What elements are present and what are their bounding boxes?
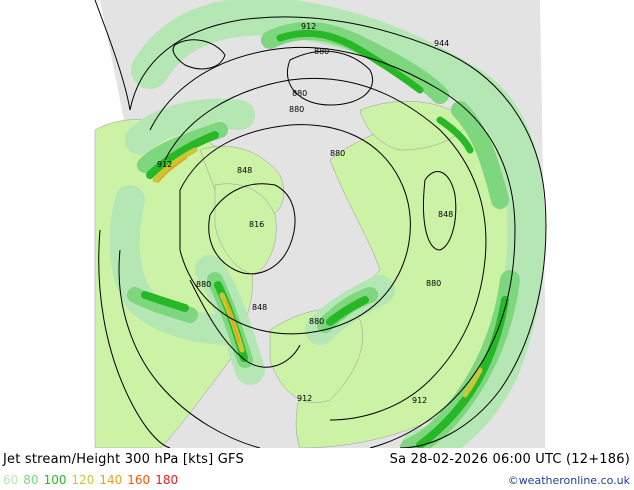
contour-line — [118, 249, 261, 448]
contour-line — [286, 50, 373, 106]
contour-layer — [94, 0, 547, 448]
legend-item: 80 — [23, 473, 39, 487]
contour-line — [172, 39, 226, 70]
contour-line — [189, 279, 301, 368]
jet-band-100 — [276, 29, 474, 154]
contour-line — [149, 46, 516, 448]
legend-item: 60 — [3, 473, 19, 487]
contour-line — [98, 229, 171, 448]
contour-label: 880 — [289, 105, 304, 114]
contour-label: 880 — [314, 47, 329, 56]
contour-label: 912 — [301, 22, 316, 31]
contour-label: 912 — [297, 394, 312, 403]
land-greenland — [214, 183, 277, 276]
legend-item: 140 — [99, 473, 123, 487]
contour-label: 816 — [249, 220, 264, 229]
contour-label: 880 — [292, 89, 307, 98]
outer-area-right — [540, 0, 634, 448]
contour-label: 848 — [252, 303, 267, 312]
contour-label: 880 — [426, 279, 441, 288]
footer-bar — [0, 448, 634, 490]
legend-item: 100 — [43, 473, 67, 487]
contour-label: 944 — [434, 39, 449, 48]
map-canvas: 912 944 880 880 880 880 912 848 848 816 … — [0, 0, 634, 448]
legend-item: 120 — [71, 473, 95, 487]
valid-datetime: Sa 28-02-2026 06:00 UTC (12+186) — [389, 452, 630, 467]
contour-label: 848 — [438, 210, 453, 219]
contour-label: 880 — [330, 149, 345, 158]
land-siberia-north — [359, 101, 471, 151]
land-europe — [269, 308, 363, 403]
credit-link[interactable]: ©weatheronline.co.uk — [507, 474, 630, 487]
contour-label: 912 — [412, 396, 427, 405]
contour-label: 880 — [309, 317, 324, 326]
contour-label-layer: 912 944 880 880 880 880 912 848 848 816 … — [157, 22, 453, 405]
chart-title: Jet stream/Height 300 hPa [kts] GFS — [3, 452, 244, 467]
contour-line — [94, 0, 131, 111]
contour-line — [129, 16, 547, 448]
contour-line — [164, 77, 487, 421]
contour-line — [208, 183, 296, 275]
contour-line — [179, 124, 411, 335]
contour-line — [422, 171, 457, 251]
contour-label: 880 — [196, 280, 211, 289]
contour-label: 912 — [157, 160, 172, 169]
jet-speed-legend: 60 80 100 120 140 160 180 — [3, 473, 183, 487]
jet-band-100-west — [141, 131, 219, 312]
jet-band-140 — [157, 157, 240, 343]
contour-label: 848 — [237, 166, 252, 175]
legend-item: 160 — [127, 473, 151, 487]
legend-item: 180 — [155, 473, 179, 487]
